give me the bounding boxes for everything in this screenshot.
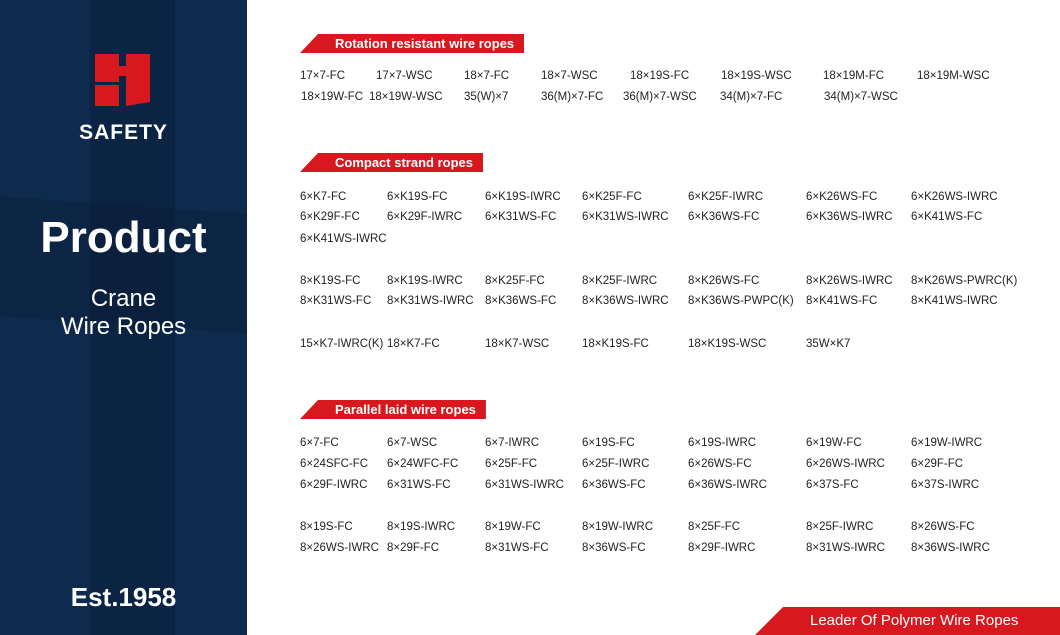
rope-spec-item: 6×26WS-IWRC [806,458,885,470]
rope-spec-item: 6×K31WS-FC [485,211,557,223]
rope-spec-item: 8×K41WS-IWRC [911,295,998,307]
rope-spec-item: 8×19W-IWRC [582,521,654,533]
rope-spec-item: 8×K19S-FC [300,275,361,287]
rope-spec-item: 8×29F-IWRC [688,542,756,554]
rope-spec-item: 8×19S-IWRC [387,521,456,533]
rope-spec-item: 8×K19S-IWRC [387,275,463,287]
section-header: Compact strand ropes [300,153,483,172]
rope-spec-item: 8×K31WS-IWRC [387,295,474,307]
rope-spec-item: 6×K41WS-IWRC [300,233,387,245]
section-header: Rotation resistant wire ropes [300,34,525,53]
rope-spec-item: 6×K36WS-IWRC [806,211,893,223]
rope-spec-item: 8×25F-IWRC [806,521,874,533]
rope-spec-item: 18×7-WSC [541,70,598,82]
rope-spec-item: 18×19S-FC [630,70,690,82]
rope-spec-item: 8×19W-FC [485,521,541,533]
rope-spec-item: 6×31WS-FC [387,479,451,491]
rope-spec-item: 17×7-FC [300,70,346,82]
rope-spec-item: 18×7-FC [464,70,510,82]
subtitle-line2: Wire Ropes [60,313,187,340]
rope-spec-item: 6×36WS-FC [582,479,646,491]
rope-spec-item: 18×19S-WSC [721,70,792,82]
rope-spec-item: 17×7-WSC [376,70,433,82]
rope-spec-item: 6×K25F-FC [582,191,642,203]
rope-spec-item: 8×K26WS-PWRC(K) [911,275,1018,287]
brand-name: SAFETY [79,121,168,144]
rope-spec-item: 8×25F-FC [688,521,741,533]
rope-spec-item: 6×29F-FC [911,458,964,470]
rope-spec-item: 6×K29F-IWRC [387,211,463,223]
rope-spec-item: 8×K25F-IWRC [582,275,658,287]
rope-spec-item: 6×K41WS-FC [911,211,983,223]
rope-spec-item: 34(M)×7-FC [720,91,783,103]
subtitle-line1: Crane [90,285,157,312]
rope-spec-item: 6×K36WS-FC [688,211,760,223]
page-title: Product [40,213,207,262]
rope-spec-item: 8×36WS-IWRC [911,542,990,554]
rope-spec-item: 6×K19S-FC [387,191,448,203]
rope-spec-item: 6×24SFC-FC [300,458,369,470]
rope-spec-item: 6×24WFC-FC [387,458,459,470]
rope-spec-item: 6×K7-FC [300,191,347,203]
rope-spec-item: 6×K26WS-FC [806,191,878,203]
rope-spec-item: 6×7-IWRC [485,437,539,449]
rope-spec-item: 6×19S-FC [582,437,635,449]
rope-spec-item: 18×19W-FC [301,91,364,103]
sidebar: SAFETY Product Crane Wire Ropes Est.1958 [0,0,247,635]
rope-spec-item: 36(M)×7-WSC [623,91,697,103]
rope-spec-item: 18×19M-WSC [917,70,990,82]
rope-spec-item: 18×19W-WSC [369,91,443,103]
rope-spec-item: 18×K7-WSC [485,338,550,350]
rope-spec-item: 18×19M-FC [823,70,885,82]
rope-spec-item: 8×K25F-FC [485,275,545,287]
rope-spec-item: 6×37S-FC [806,479,859,491]
rope-spec-item: 35(W)×7 [464,91,509,103]
rope-spec-item: 8×19S-FC [300,521,353,533]
rope-spec-item: 18×K7-FC [387,338,440,350]
rope-spec-item: 34(M)×7-WSC [824,91,898,103]
rope-spec-item: 6×25F-FC [485,458,538,470]
rope-spec-item: 6×7-FC [300,437,339,449]
established-year: Est.1958 [70,582,177,612]
rope-spec-item: 6×K26WS-IWRC [911,191,998,203]
rope-spec-item: 8×K36WS-IWRC [582,295,669,307]
rope-spec-item: 8×K41WS-FC [806,295,878,307]
rope-spec-item: 6×26WS-FC [688,458,752,470]
safety-logo-icon [95,54,150,106]
footer-banner: Leader Of Polymer Wire Ropes [755,607,1060,635]
rope-spec-item: 6×29F-IWRC [300,479,368,491]
rope-spec-item: 6×19S-IWRC [688,437,757,449]
rope-spec-item: 6×K29F-FC [300,211,360,223]
section-header: Parallel laid wire ropes [300,400,486,419]
rope-spec-item: 6×19W-IWRC [911,437,983,449]
rope-spec-item: 18×K19S-WSC [688,338,767,350]
rope-spec-item: 8×26WS-FC [911,521,975,533]
rope-spec-item: 6×K25F-IWRC [688,191,764,203]
rope-spec-item: 6×19W-FC [806,437,862,449]
rope-spec-item: 6×K19S-IWRC [485,191,561,203]
rope-spec-item: 8×29F-FC [387,542,440,554]
rope-spec-item: 8×36WS-FC [582,542,646,554]
rope-spec-item: 18×K19S-FC [582,338,649,350]
rope-spec-item: 8×26WS-IWRC [300,542,379,554]
rope-spec-item: 8×31WS-FC [485,542,549,554]
rope-spec-item: 6×25F-IWRC [582,458,650,470]
rope-spec-item: 15×K7-IWRC(K) [300,338,384,350]
rope-spec-item: 6×36WS-IWRC [688,479,767,491]
rope-spec-item: 8×K36WS-PWPC(K) [688,295,794,307]
rope-spec-item: 6×7-WSC [387,437,438,449]
rope-spec-item: 8×31WS-IWRC [806,542,885,554]
rope-spec-item: 8×K26WS-FC [688,275,760,287]
rope-spec-item: 6×31WS-IWRC [485,479,564,491]
rope-spec-item: 35W×K7 [806,338,851,350]
rope-spec-item: 8×K31WS-FC [300,295,372,307]
rope-spec-item: 6×K31WS-IWRC [582,211,669,223]
rope-spec-item: 36(M)×7-FC [541,91,604,103]
rope-spec-item: 6×37S-IWRC [911,479,980,491]
rope-spec-item: 8×K26WS-IWRC [806,275,893,287]
rope-spec-item: 8×K36WS-FC [485,295,557,307]
